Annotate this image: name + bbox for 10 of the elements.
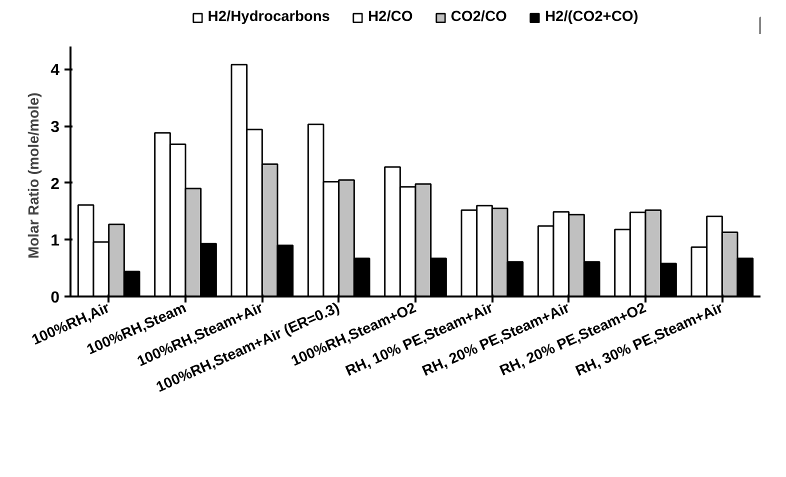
y-tick-label: 3	[50, 119, 60, 136]
y-tick-label: 0	[50, 290, 60, 306]
legend-label: CO2/CO	[450, 9, 507, 25]
y-tick-label: 4	[50, 62, 60, 80]
y-tick-label: 1	[50, 232, 60, 250]
y-axis-title: Molar Ratio (mole/mole)	[26, 92, 43, 259]
legend-label: H2/CO	[368, 9, 413, 25]
legend-label: H2/Hydrocarbons	[208, 9, 330, 25]
legend-label: H2/(CO2+CO)	[544, 9, 638, 25]
y-tick-label: 2	[50, 176, 60, 193]
